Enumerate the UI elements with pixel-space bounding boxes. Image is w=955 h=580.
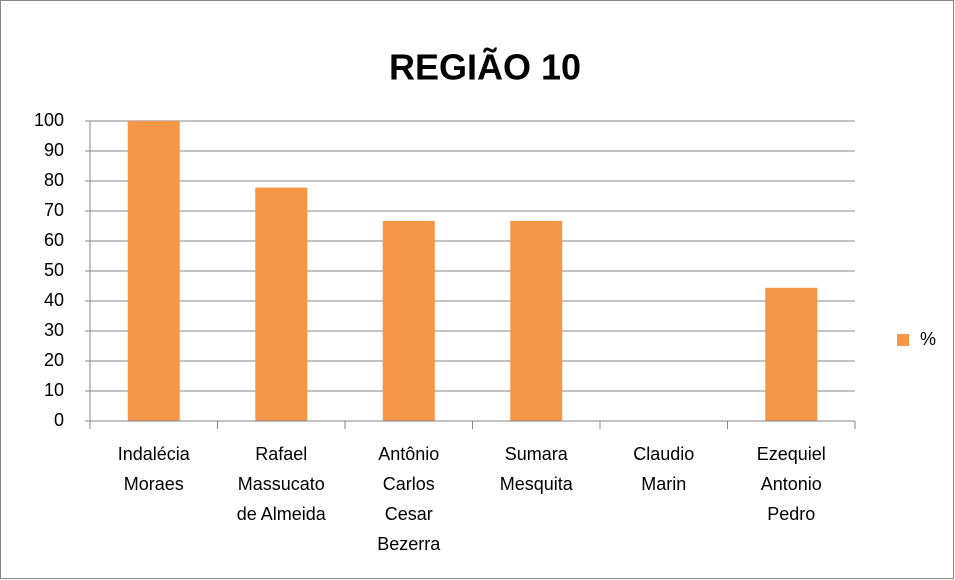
y-tick-label: 0 [54, 410, 64, 430]
x-tick-label: Claudio Marin [633, 444, 694, 494]
bar [510, 220, 563, 421]
bar [127, 121, 180, 421]
x-tick-label: Sumara Mesquita [500, 444, 574, 494]
y-tick-label: 90 [44, 140, 64, 160]
bar [255, 187, 308, 421]
chart-title: REGIÃO 10 [389, 46, 581, 88]
x-tick-label: Rafael Massucato de Almeida [237, 444, 327, 524]
x-tick-label: Antônio Carlos Cesar Bezerra [377, 444, 441, 554]
x-tick-label: Indalécia Moraes [118, 444, 191, 494]
y-tick-label: 70 [44, 200, 64, 220]
legend-label: % [920, 329, 936, 349]
bar [765, 287, 818, 421]
bar [382, 220, 435, 421]
y-tick-label: 10 [44, 380, 64, 400]
y-tick-label: 80 [44, 170, 64, 190]
y-tick-label: 60 [44, 230, 64, 250]
y-tick-label: 100 [34, 110, 64, 130]
y-tick-label: 50 [44, 260, 64, 280]
legend-swatch [897, 334, 909, 346]
y-tick-label: 30 [44, 320, 64, 340]
y-tick-label: 40 [44, 290, 64, 310]
x-tick-label: Ezequiel Antonio Pedro [757, 444, 826, 524]
y-tick-label: 20 [44, 350, 64, 370]
